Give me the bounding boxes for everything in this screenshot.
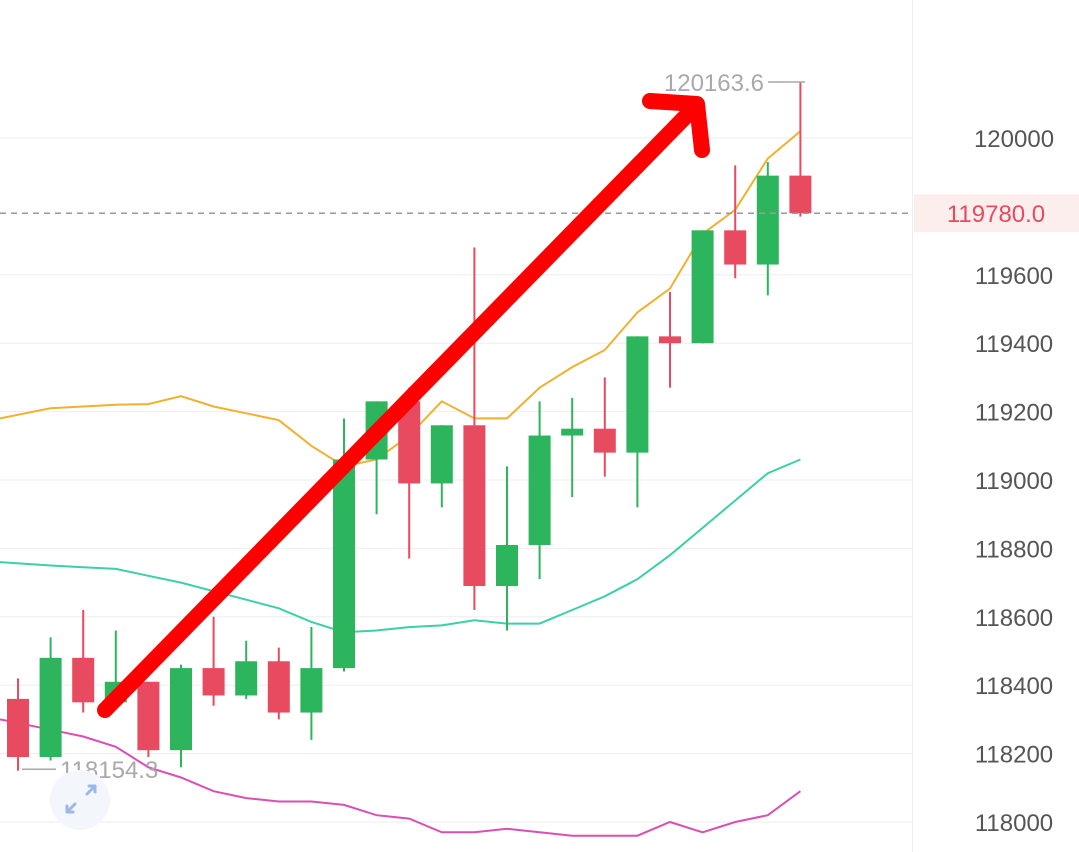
candle-body <box>235 661 258 696</box>
candle <box>398 387 421 559</box>
candle-body <box>430 425 453 484</box>
y-tick-label: 118600 <box>975 605 1053 632</box>
candle <box>528 401 551 580</box>
y-tick-label: 119400 <box>975 331 1053 358</box>
candle <box>593 377 616 477</box>
candle-body <box>267 661 290 713</box>
y-tick-label: 119600 <box>975 263 1053 290</box>
ma-long-line <box>0 718 801 837</box>
arrow-head <box>642 93 710 158</box>
candle-body <box>202 668 225 696</box>
candle-body <box>137 681 160 751</box>
high-price-label: 120163.6 <box>664 70 764 97</box>
candle-body <box>528 435 551 545</box>
axis-divider <box>912 0 913 852</box>
candle <box>137 681 160 758</box>
current-price-label: 119780.0 <box>947 201 1045 228</box>
y-tick-label: 118800 <box>975 536 1053 563</box>
candle-body <box>463 425 486 587</box>
candle <box>72 609 95 713</box>
candle <box>463 247 486 610</box>
y-tick-label: 119000 <box>975 468 1053 495</box>
candle-body <box>398 401 421 484</box>
y-tick-label: 119200 <box>975 400 1053 427</box>
candle <box>756 161 779 296</box>
candle <box>170 664 192 768</box>
moving-averages <box>0 130 802 837</box>
candle <box>430 425 453 508</box>
candle <box>691 230 714 344</box>
candle-body <box>756 175 779 265</box>
candle <box>202 616 225 706</box>
y-tick-label: 118000 <box>975 810 1053 837</box>
ma-mid-line <box>0 458 801 634</box>
candle <box>789 82 812 217</box>
arrow-shaft <box>97 102 700 718</box>
candle <box>39 637 62 761</box>
candle <box>561 397 584 498</box>
candle-body <box>561 428 584 436</box>
candle <box>300 627 323 740</box>
candle <box>724 165 747 279</box>
candle <box>235 640 258 699</box>
candle <box>267 647 290 720</box>
candles <box>7 82 812 771</box>
expand-icon[interactable] <box>50 770 110 830</box>
current-price-tag <box>914 194 1079 233</box>
candle-body <box>170 668 192 751</box>
candle-body <box>691 230 714 344</box>
candle <box>7 678 29 771</box>
candle-body <box>593 428 616 453</box>
candle-body <box>724 230 747 265</box>
candle-body <box>39 657 62 758</box>
candle-body <box>7 698 29 758</box>
candle-body <box>72 657 95 703</box>
candle <box>496 466 518 631</box>
candle <box>626 336 649 508</box>
y-tick-label: 118400 <box>975 673 1053 700</box>
candle-body <box>789 175 812 214</box>
candle <box>659 291 681 388</box>
candle-body <box>626 336 649 453</box>
trend-arrow <box>97 93 710 718</box>
candle-body <box>496 544 518 587</box>
candle-body <box>333 459 355 669</box>
extreme-markers <box>22 81 805 770</box>
y-tick-label: 120000 <box>974 126 1054 153</box>
candle-body <box>659 336 681 344</box>
y-axis: 118000 118200 118400 118600 118800 119000 1192… <box>974 126 1054 837</box>
candle-body <box>300 668 323 713</box>
y-tick-label: 118200 <box>975 742 1053 769</box>
